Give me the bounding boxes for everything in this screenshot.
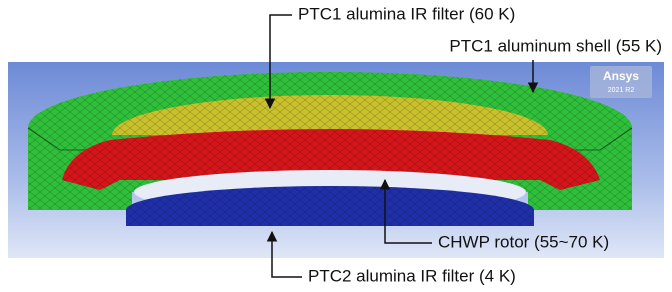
annotation: CHWP rotor (55~70 K) xyxy=(438,232,609,251)
annotation: PTC2 alumina IR filter (4 K) xyxy=(308,266,516,285)
annotation: PTC1 aluminum shell (55 K) xyxy=(449,36,662,55)
annotation: PTC1 alumina IR filter (60 K) xyxy=(298,4,515,23)
page: Ansys 2021 R2 PTC1 alumina IR filter (60… xyxy=(0,0,672,292)
badge-version: 2021 R2 xyxy=(608,87,635,94)
alumina-filter-bottom xyxy=(126,170,534,226)
badge-brand: Ansys xyxy=(603,69,639,83)
